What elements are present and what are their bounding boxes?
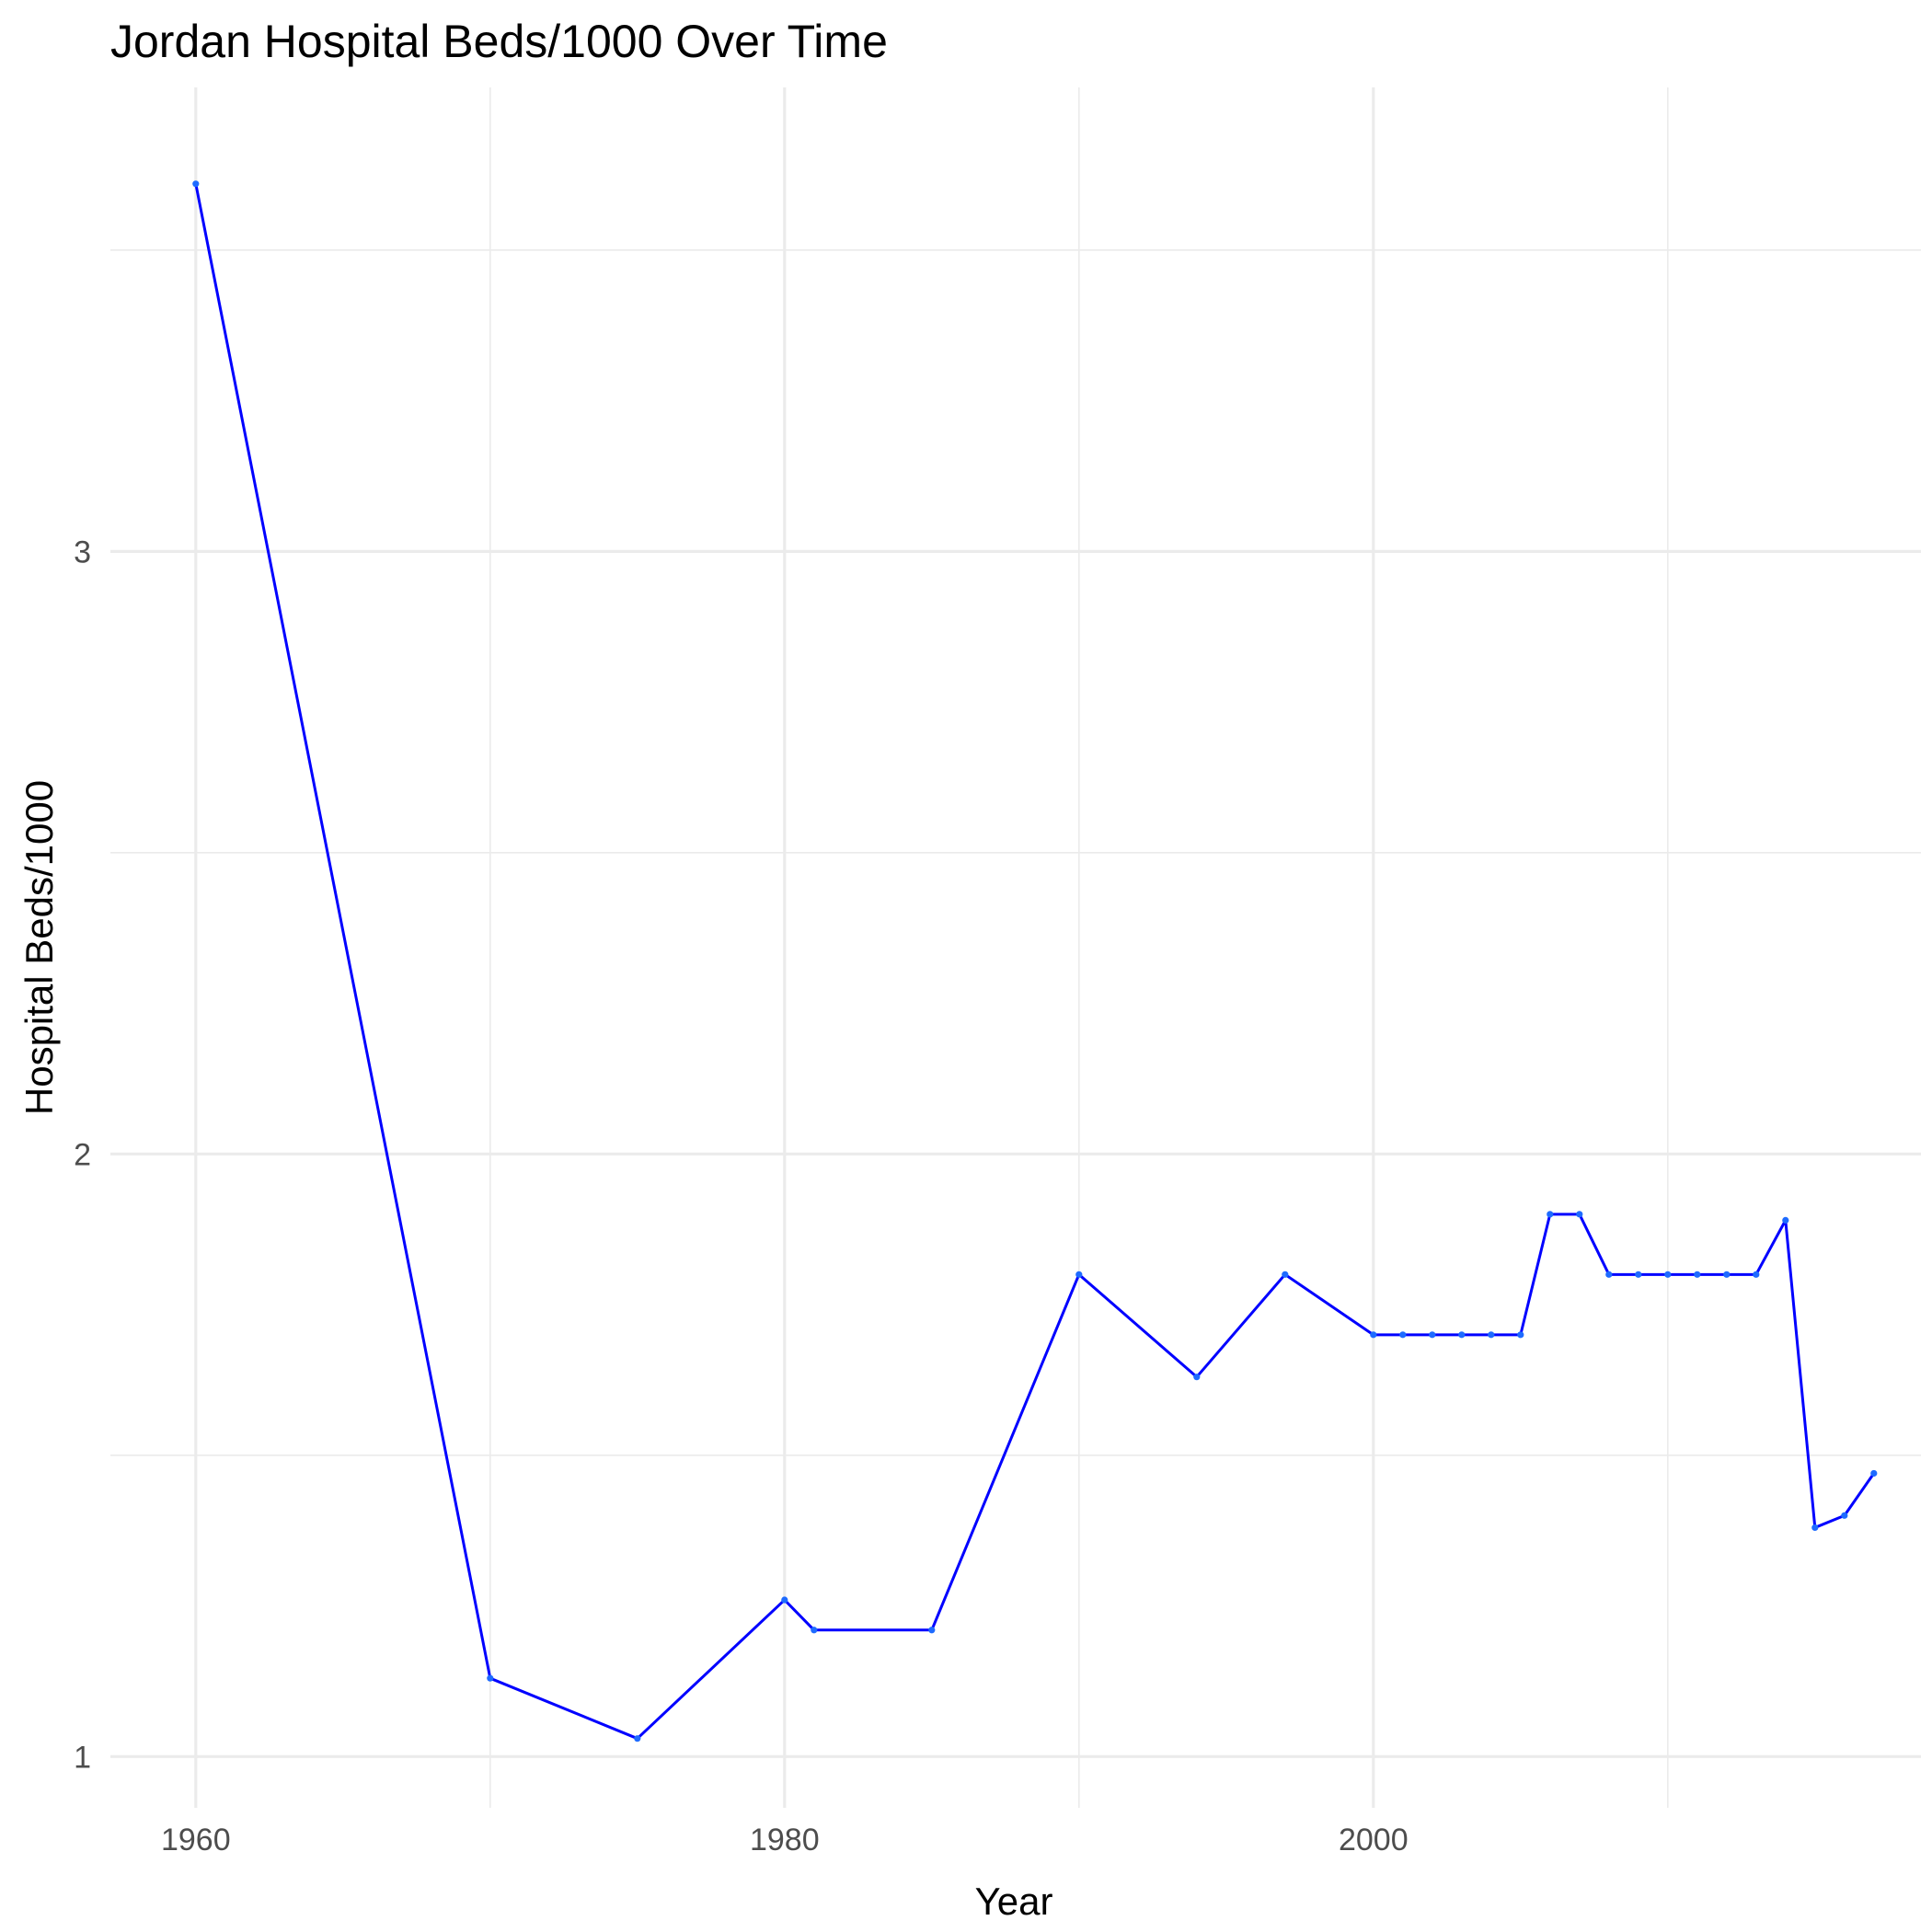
data-point bbox=[1193, 1374, 1201, 1381]
data-point bbox=[1282, 1271, 1289, 1278]
data-point bbox=[1605, 1271, 1613, 1278]
data-point bbox=[1458, 1331, 1466, 1339]
data-point bbox=[1370, 1331, 1377, 1339]
data-point bbox=[1870, 1469, 1878, 1478]
data-point bbox=[487, 1674, 494, 1682]
data-point bbox=[1664, 1271, 1672, 1278]
data-point bbox=[1723, 1271, 1731, 1278]
data-point bbox=[1399, 1331, 1407, 1339]
data-point bbox=[634, 1735, 641, 1742]
data-point bbox=[1782, 1216, 1789, 1224]
data-point bbox=[1547, 1211, 1554, 1218]
x-tick-label: 2000 bbox=[1339, 1823, 1409, 1857]
chart-title: Jordan Hospital Beds/1000 Over Time bbox=[110, 16, 888, 67]
tick-labels: 1960 1980 2000 1 2 3 bbox=[74, 535, 1409, 1857]
major-gridlines bbox=[110, 87, 1921, 1808]
data-point bbox=[1576, 1211, 1583, 1218]
y-tick-label: 3 bbox=[74, 535, 91, 569]
data-point bbox=[1517, 1331, 1524, 1339]
data-point bbox=[1841, 1512, 1848, 1519]
y-tick-label: 1 bbox=[74, 1740, 91, 1775]
data-point bbox=[1811, 1524, 1819, 1532]
data-point bbox=[928, 1627, 936, 1634]
data-point bbox=[781, 1596, 788, 1604]
data-point bbox=[1694, 1271, 1701, 1278]
x-tick-label: 1980 bbox=[750, 1823, 820, 1857]
data-point bbox=[1075, 1271, 1083, 1278]
data-point bbox=[192, 180, 200, 188]
data-point bbox=[811, 1627, 818, 1634]
data-point bbox=[1753, 1271, 1760, 1278]
data-point bbox=[1488, 1331, 1495, 1339]
y-tick-label: 2 bbox=[74, 1137, 91, 1172]
x-tick-label: 1960 bbox=[161, 1823, 231, 1857]
minor-gridlines bbox=[110, 87, 1921, 1808]
data-point bbox=[1635, 1271, 1642, 1278]
data-point bbox=[1429, 1331, 1436, 1339]
y-axis-label: Hospital Beds/1000 bbox=[17, 780, 61, 1115]
series-layer bbox=[192, 180, 1878, 1742]
x-axis-label: Year bbox=[975, 1880, 1053, 1923]
